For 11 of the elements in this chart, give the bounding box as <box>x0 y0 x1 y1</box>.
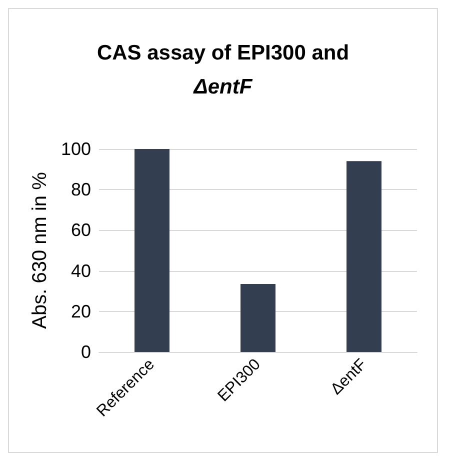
bar <box>134 149 170 352</box>
y-tick-label: 80 <box>70 180 91 200</box>
y-tick-label: 40 <box>70 260 91 281</box>
chart-title: CAS assay of EPI300 and ΔentF <box>96 42 350 98</box>
bar <box>240 284 276 352</box>
y-tick-label: 0 <box>80 342 91 362</box>
y-tick-label: 100 <box>60 139 91 159</box>
y-axis-title: Abs. 630 nm in % <box>29 172 52 329</box>
bar <box>346 161 382 352</box>
y-tick-label: 20 <box>70 301 91 322</box>
y-tick-label: 60 <box>70 220 91 240</box>
